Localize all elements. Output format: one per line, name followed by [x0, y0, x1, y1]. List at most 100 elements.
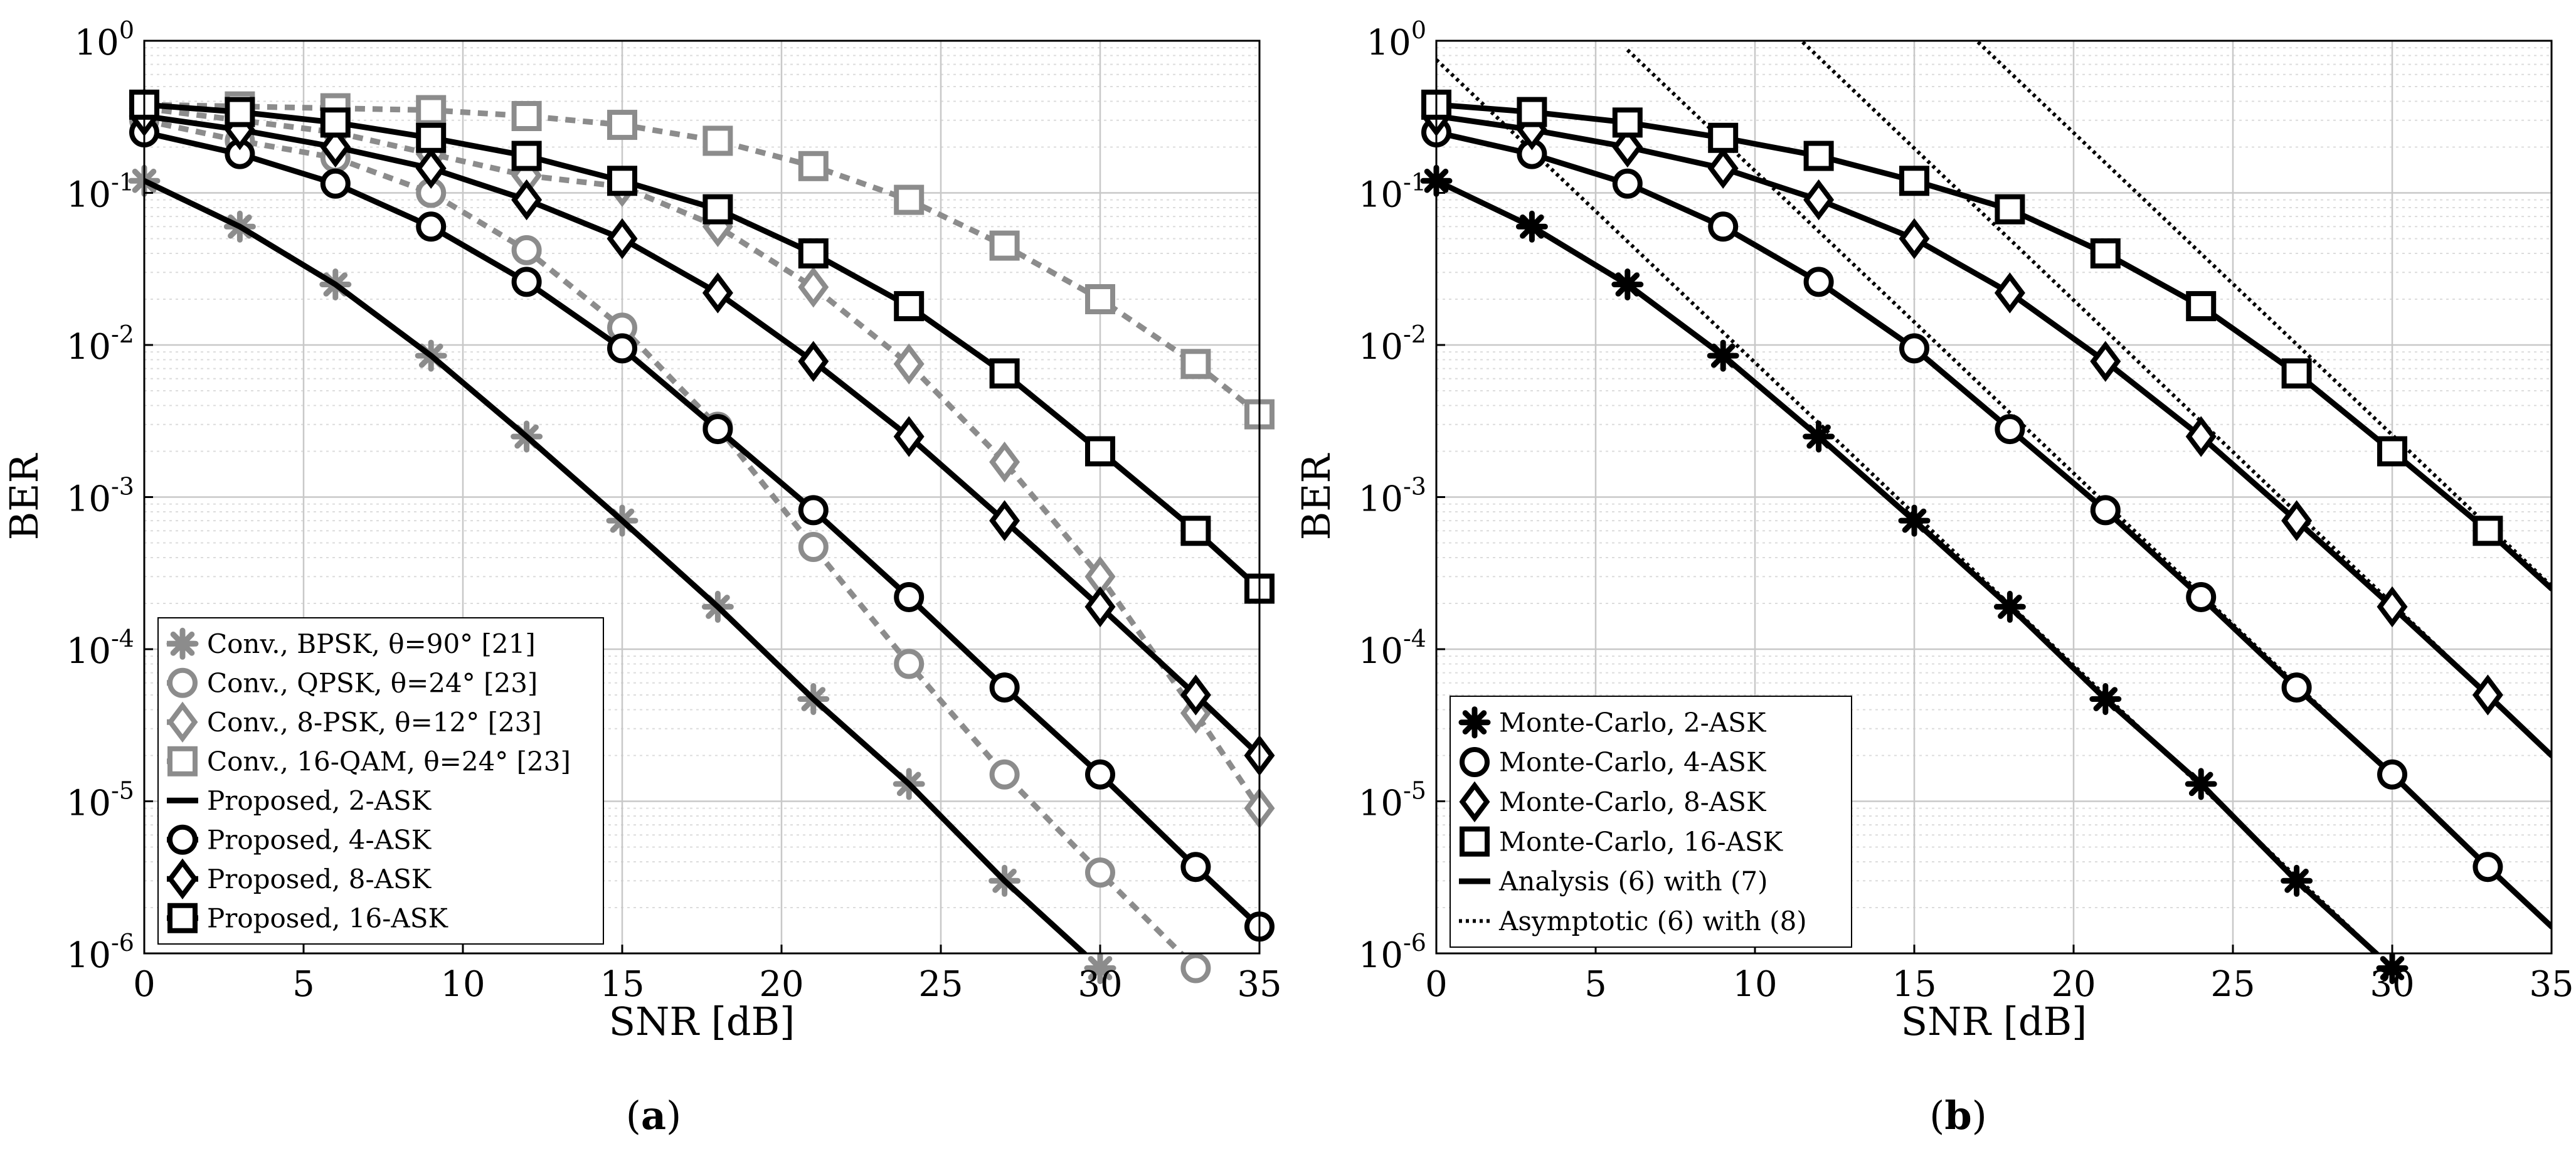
panel-a-legend-entry-6-marker: [167, 858, 198, 899]
panel-a-series-1-marker: [1085, 857, 1115, 888]
panel-b-x-tick-label: 20: [2051, 964, 2096, 1005]
panel-a-series-7-marker: [989, 358, 1020, 389]
panel-a-legend-entry-2-marker: [167, 701, 198, 743]
panel-a-series-6-marker: [989, 500, 1020, 541]
panel-a-series-3-marker: [894, 184, 925, 215]
panel-a-series-6-marker: [893, 416, 925, 457]
panel-a-series-1-marker: [1180, 953, 1211, 983]
panel-a-series-5-marker: [607, 333, 637, 364]
panel-a-y-tick-base: 10: [66, 935, 111, 976]
panel-b-series-11-marker: [2186, 291, 2217, 322]
panel-a-series-7-marker: [607, 166, 637, 196]
panel-b-series-8-marker: [2281, 864, 2313, 897]
panel-a-series-5-marker: [894, 581, 925, 612]
panel-a-series-3-marker: [1180, 349, 1211, 379]
panel-b-caption-letter: b: [1944, 1093, 1971, 1138]
panel-a-series-6-marker: [415, 147, 447, 189]
panel-b-legend: Monte-Carlo, 2-ASK Monte-Carlo, 4-ASK Mont…: [1450, 696, 1852, 948]
panel-a-series-5-marker: [511, 267, 542, 297]
panel-a-series-7-marker: [511, 140, 542, 171]
panel-b-series-9-marker: [2377, 759, 2407, 790]
panel-a-series-5-marker: [320, 168, 351, 199]
panel-a-y-tick-base: 10: [75, 23, 119, 63]
panel-b-series-10-marker: [1612, 126, 1643, 168]
panel-a-x-tick-label: 0: [133, 964, 156, 1005]
panel-a-legend-entry-3-label: Conv., 16-QAM, θ=24° [23]: [207, 746, 571, 777]
panel-a-y-tick-base: 10: [66, 175, 111, 216]
panel-b-series-10-marker: [1707, 147, 1739, 189]
panel-b-series-10-marker: [2377, 586, 2408, 628]
panel-a-caption-letter: a: [641, 1093, 666, 1138]
panel-a-series-7-marker: [1085, 436, 1115, 467]
panel-b-series-7-line: [1976, 41, 2552, 588]
panel-a-caption-label: (a): [626, 1093, 682, 1138]
panel-b-series-10-marker: [2281, 500, 2313, 541]
panel-b-y-tick-label: 10-4: [1359, 625, 1426, 672]
panel-b-y-tick-exponent: -3: [1403, 473, 1426, 501]
panel-a-series-2-marker: [893, 343, 925, 384]
panel-b-series-10-marker: [1803, 179, 1835, 221]
panel-a-series: [128, 87, 1275, 984]
panel-a-series-7-marker: [320, 107, 351, 138]
panel-b-series-8-marker: [1707, 339, 1739, 372]
panel-b-y-tick-base: 10: [1359, 327, 1403, 368]
panel-b-y-tick-exponent: -1: [1403, 169, 1426, 196]
panel-b-legend-entry-3-marker: [1460, 826, 1490, 857]
panel-a-legend-entry-0-marker: [166, 627, 199, 660]
panel-a-series-6-marker: [798, 341, 829, 382]
panel-b-series-5-line: [1626, 48, 2552, 928]
panel-a-legend: Conv., BPSK, θ=90° [21] Conv., QPSK, θ=24…: [157, 617, 604, 945]
panel-b-series-11-marker: [1517, 97, 1547, 127]
panel-b-legend-entry-0-marker: [1458, 706, 1491, 739]
panel-a-y-tick-exponent: -4: [111, 625, 134, 652]
panel-a-legend-entry-7-label: Proposed, 16-ASK: [207, 903, 449, 933]
panel-a-series-3-marker: [511, 101, 542, 132]
panel-b-series-10-marker: [1899, 218, 1930, 260]
panel-a-x-tick-label: 25: [918, 964, 963, 1005]
panel-a-series-7-marker: [894, 291, 925, 322]
panel-b-legend-box: [1450, 696, 1852, 948]
panel-b-y-tick-label: 10-2: [1359, 321, 1426, 368]
panel-b-y-tick-base: 10: [1367, 23, 1411, 63]
panel-b-series-8-marker: [2089, 683, 2122, 715]
panel-b-x-tick-label: 5: [1584, 964, 1607, 1005]
panel-b-y-tick-exponent: -4: [1403, 625, 1426, 652]
panel-b-series-11-marker: [2090, 238, 2121, 269]
panel-b-legend-entry-1-label: Monte-Carlo, 4-ASK: [1499, 747, 1767, 778]
panel-a-y-tick-base: 10: [66, 783, 111, 824]
panel-b-x-tick-label: 35: [2529, 964, 2573, 1005]
panel-a-series-6-marker: [1180, 674, 1211, 716]
panel-b-legend-entry-0-label: Monte-Carlo, 2-ASK: [1499, 707, 1767, 738]
panel-a-y-tick-exponent: 0: [119, 16, 134, 44]
panel-a-x-ticks: 0 5 10 15 20 25 30 35: [133, 945, 1282, 1005]
panel-a-series-1-marker: [894, 649, 925, 679]
panel-a-x-axis-label: SNR [dB]: [609, 999, 795, 1044]
panel-b-legend-entry-4-label: Analysis (6) with (7): [1498, 866, 1768, 897]
panel-b-y-tick-exponent: -5: [1403, 777, 1426, 805]
panel-a-series-6-marker: [511, 179, 543, 221]
panel-b-series-10-marker: [2090, 341, 2121, 382]
panel-b-series-11-marker: [2281, 358, 2312, 389]
panel-a-series-3-marker: [989, 230, 1020, 261]
panel-b-y-tick-base: 10: [1359, 175, 1403, 216]
panel-b-series-11-marker: [1708, 122, 1739, 153]
panel-a-y-tick-label: 10-1: [66, 169, 134, 216]
panel-b-y-tick-label: 10-5: [1359, 777, 1426, 824]
panel-b-series-8-marker: [1898, 504, 1931, 537]
panel-b-series-9-marker: [1803, 267, 1834, 297]
panel-a-y-tick-label: 10-3: [66, 473, 134, 520]
panel-a-series-5-marker: [798, 495, 829, 526]
panel-a-x-tick-label: 20: [759, 964, 803, 1005]
panel-b-x-tick-label: 15: [1892, 964, 1936, 1005]
panel-a-series-2-marker: [798, 267, 829, 308]
panel-a-y-tick-label: 100: [75, 16, 134, 63]
panel-b-series-9-marker: [1899, 333, 1929, 364]
panel-b-series-10-marker: [2472, 674, 2503, 716]
panel-b-series-8-marker: [2185, 768, 2217, 800]
panel-b-legend-entry-2-marker: [1459, 781, 1490, 822]
panel-a-grid: [143, 40, 1261, 955]
panel-a-y-tick-base: 10: [66, 327, 111, 368]
